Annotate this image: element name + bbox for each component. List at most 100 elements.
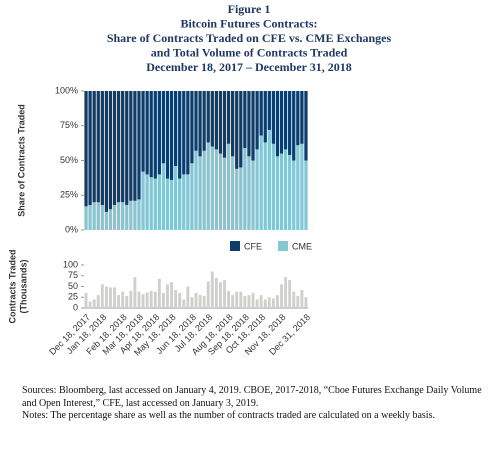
bar-segment	[206, 142, 210, 230]
bar	[170, 282, 173, 308]
bar-segment	[296, 91, 300, 146]
y-axis-label: (Thousands)	[18, 260, 28, 314]
bar-segment	[137, 199, 141, 230]
bar-segment	[129, 91, 133, 201]
bar-segment	[222, 91, 227, 158]
bar-segment	[267, 129, 271, 230]
bar	[251, 292, 255, 308]
bar-segment	[182, 91, 186, 175]
bar	[174, 289, 178, 308]
bar	[96, 295, 100, 308]
y-tick-label: 75	[68, 270, 78, 280]
bar-segment	[226, 91, 231, 144]
bar-segment	[235, 168, 239, 230]
bar-segment	[174, 166, 178, 230]
bar	[117, 295, 121, 308]
bar-segment	[288, 154, 292, 230]
bar-segment	[161, 91, 166, 164]
bar	[137, 291, 141, 308]
bar-segment	[235, 91, 239, 169]
bar	[235, 291, 239, 308]
bar-segment	[279, 153, 284, 230]
bar	[243, 295, 247, 308]
bar	[109, 287, 112, 308]
bar	[198, 295, 202, 308]
bar-segment	[259, 91, 263, 136]
bar-segment	[121, 202, 125, 230]
bar-segment	[133, 200, 137, 230]
bar-segment	[194, 91, 198, 151]
y-axis-label: Contracts Traded	[7, 249, 17, 323]
bar-segment	[112, 204, 117, 230]
bar	[296, 295, 300, 308]
bar	[182, 299, 186, 308]
bar-segment	[108, 91, 113, 210]
bar-segment	[186, 91, 190, 175]
bar	[206, 281, 210, 308]
bar	[157, 278, 161, 308]
bar-segment	[243, 91, 247, 148]
bar-segment	[218, 153, 223, 230]
y-tick-label: 100	[63, 259, 78, 269]
title-line: Figure 1	[228, 2, 271, 16]
bar-segment	[121, 91, 125, 203]
bar-segment	[186, 174, 190, 230]
y-tick-label: 0%	[65, 224, 78, 234]
bar-segment	[198, 156, 202, 230]
bar	[210, 271, 214, 308]
bar-segment	[178, 91, 182, 179]
bar	[88, 301, 92, 308]
bar-segment	[198, 91, 202, 157]
bar-segment	[283, 149, 288, 230]
bar	[84, 292, 88, 308]
bar	[129, 290, 133, 308]
bar-segment	[300, 143, 304, 230]
bar	[113, 287, 116, 308]
bar-segment	[255, 149, 259, 230]
bar	[145, 292, 149, 308]
bar	[231, 295, 235, 308]
bar	[239, 291, 243, 308]
bar-segment	[149, 91, 153, 178]
y-tick-label: 0	[73, 302, 78, 312]
title-line: and Total Volume of Contracts Traded	[151, 45, 348, 59]
bar-segment	[202, 150, 206, 230]
bar-segment	[141, 171, 145, 230]
title-line: Share of Contracts Traded on CFE vs. CME…	[107, 31, 392, 45]
bar	[178, 292, 182, 308]
legend-swatch	[230, 241, 240, 251]
bar-segment	[178, 178, 182, 230]
bar	[141, 294, 145, 308]
bar-segment	[202, 91, 206, 151]
bar-segment	[129, 200, 133, 230]
bar-segment	[157, 174, 161, 230]
bar	[280, 284, 283, 308]
bar-segment	[251, 160, 255, 230]
bar	[214, 277, 218, 308]
bar	[288, 280, 292, 308]
bar-segment	[275, 91, 280, 157]
bar-segment	[304, 160, 308, 230]
bar-segment	[133, 91, 137, 201]
bar	[194, 292, 198, 308]
bar	[133, 277, 137, 308]
bar-segment	[267, 91, 271, 130]
bar	[255, 299, 259, 308]
bar	[219, 282, 222, 308]
bar-segment	[263, 91, 267, 143]
bar-segment	[96, 91, 100, 203]
bar	[166, 284, 169, 308]
bar	[100, 284, 104, 308]
bar-segment	[271, 143, 276, 230]
bar-segment	[112, 91, 117, 205]
y-tick-label: 100%	[55, 85, 78, 95]
bar-segment	[279, 91, 284, 154]
bar-segment	[104, 91, 109, 212]
bar	[92, 299, 96, 308]
bar-segment	[247, 91, 251, 157]
bar-segment	[304, 91, 308, 161]
bar	[271, 298, 275, 308]
bar-segment	[153, 91, 157, 179]
